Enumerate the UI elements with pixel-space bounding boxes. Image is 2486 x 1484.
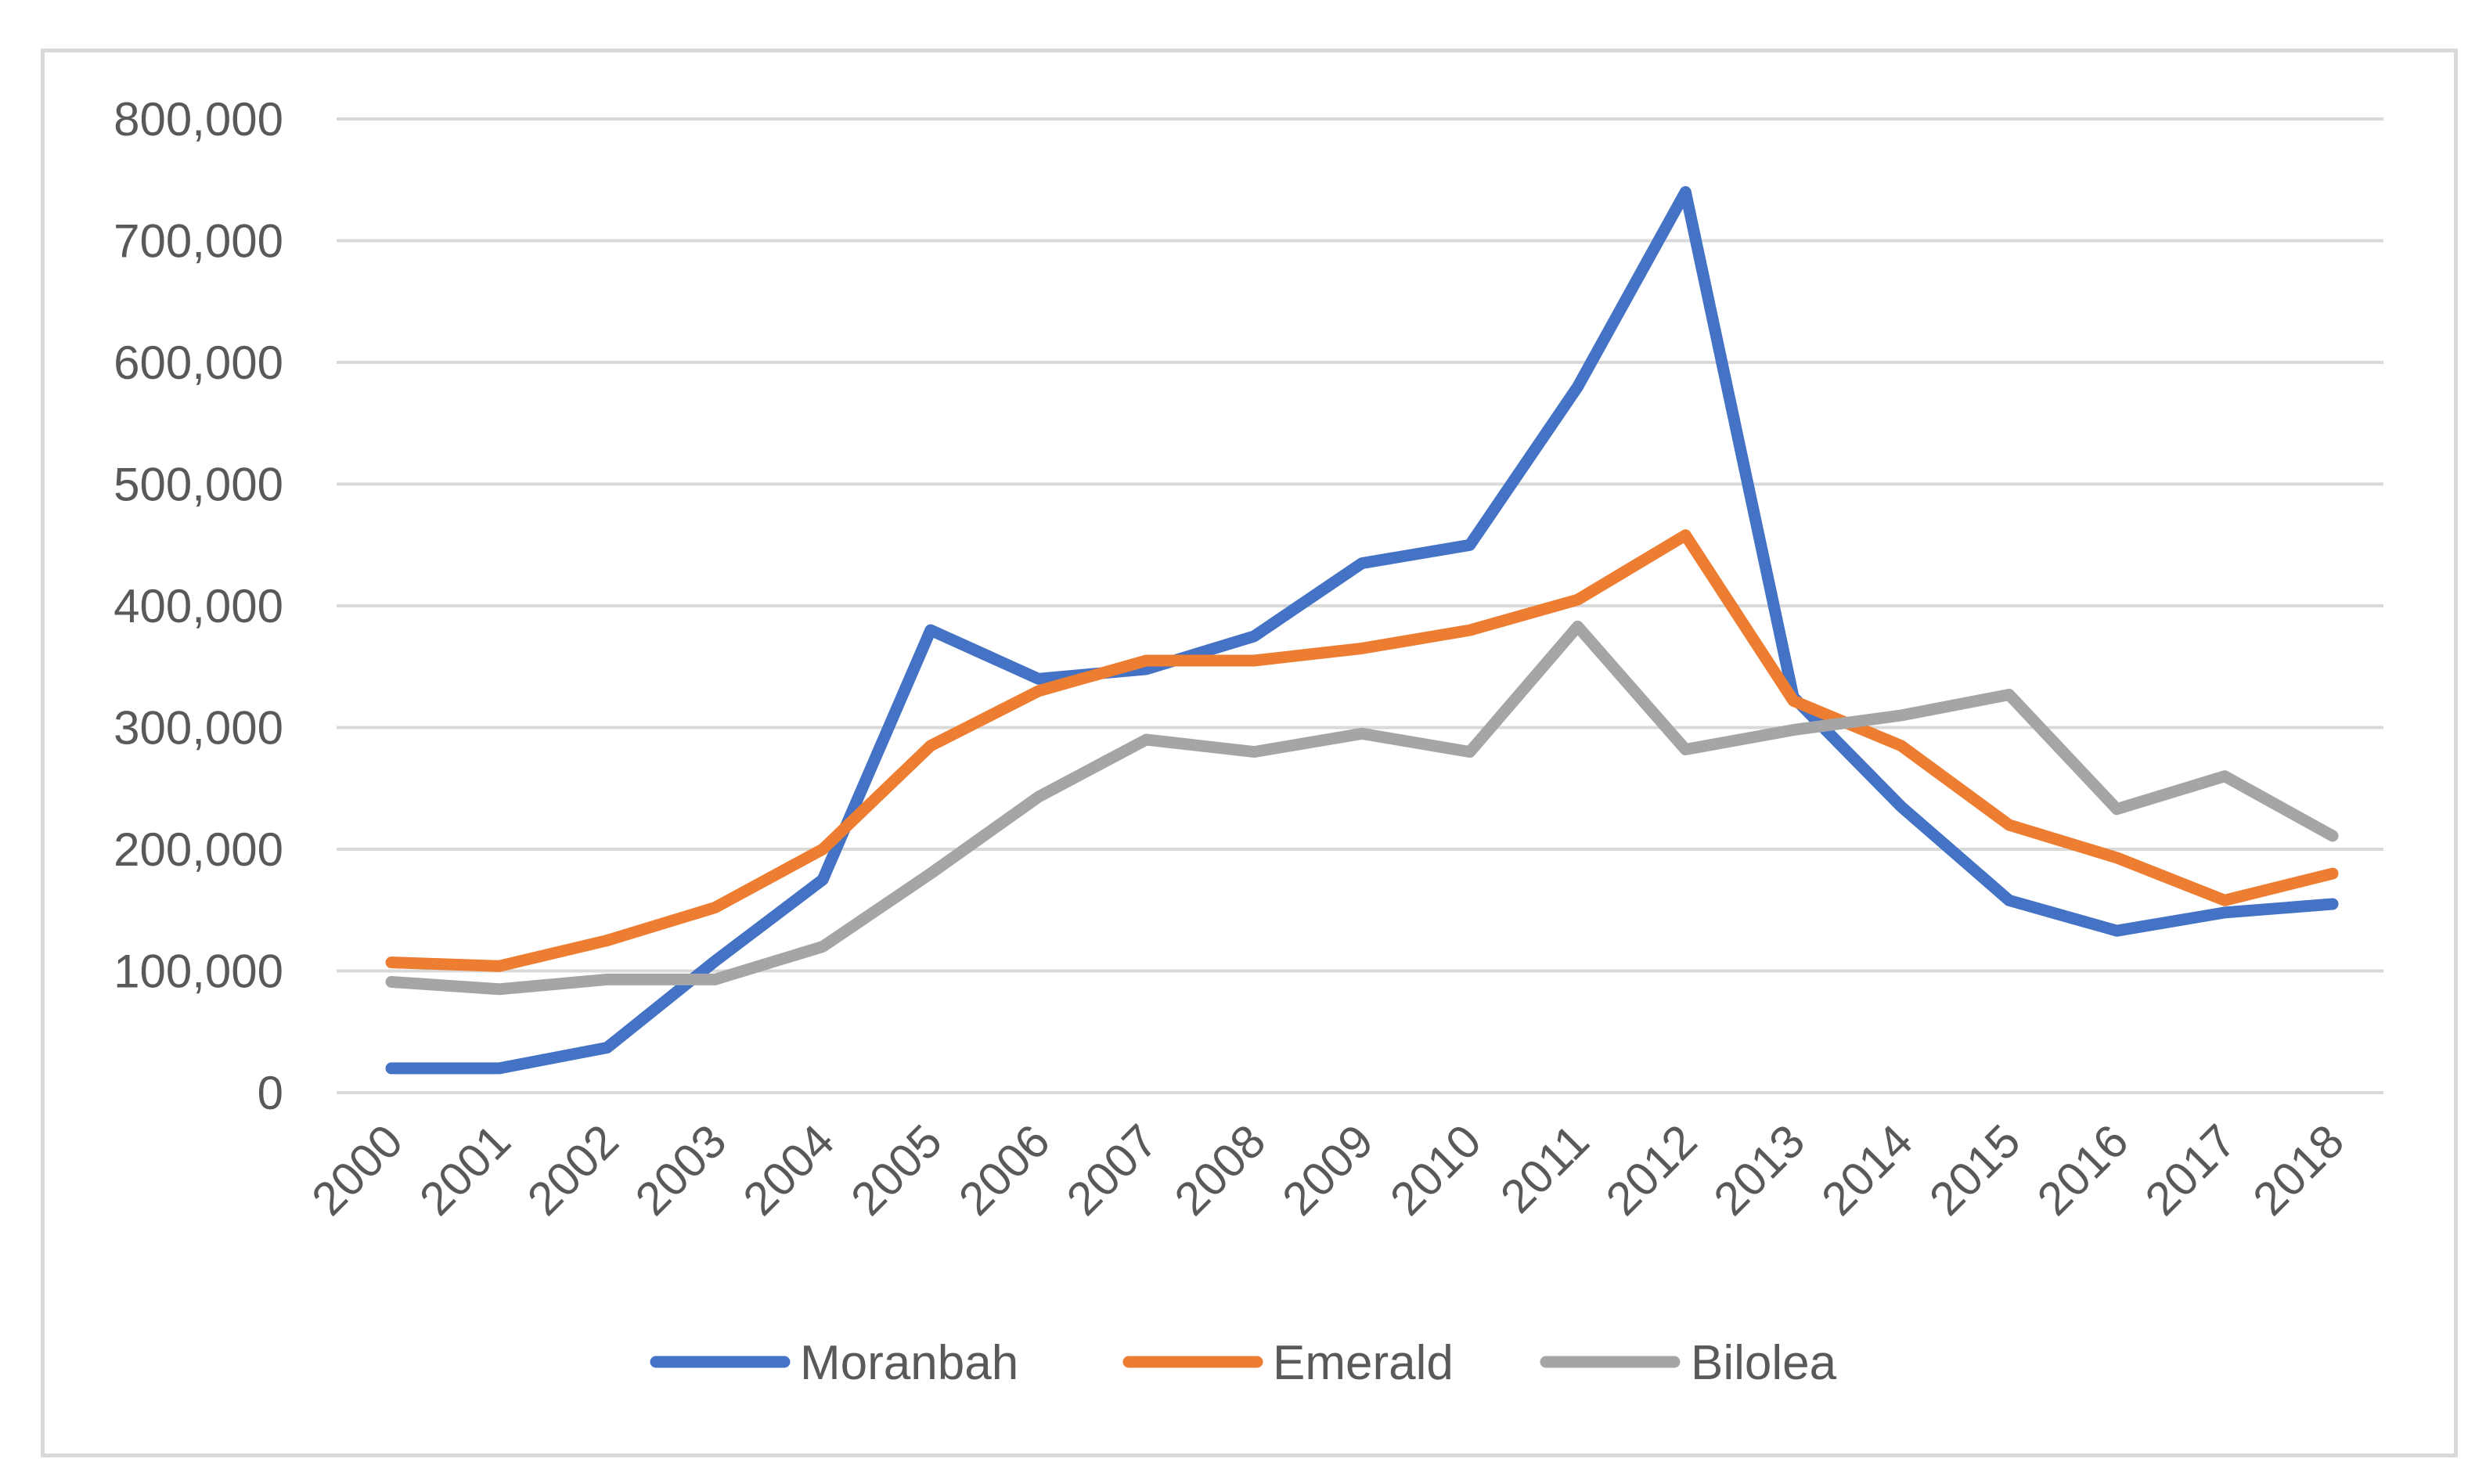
x-tick-label: 2007 <box>1057 1115 1168 1226</box>
x-tick-label: 2009 <box>1272 1115 1383 1226</box>
x-tick-label: 2012 <box>1596 1115 1707 1226</box>
y-tick-label: 0 <box>258 1067 283 1119</box>
y-tick-label: 200,000 <box>113 823 283 876</box>
y-axis-ticks: 0 100,000 200,000 300,000 400,000 500,000 600,… <box>113 93 283 1119</box>
x-tick-label: 2003 <box>625 1115 737 1226</box>
y-tick-label: 400,000 <box>113 580 283 632</box>
x-tick-label: 2018 <box>2243 1115 2354 1226</box>
x-axis-ticks: 2000200120022003200420052006200720082009… <box>301 1115 2354 1226</box>
y-tick-label: 700,000 <box>113 215 283 268</box>
x-tick-label: 2014 <box>1811 1115 1922 1226</box>
series-lines <box>385 186 2339 1075</box>
y-tick-label: 800,000 <box>113 93 283 146</box>
x-tick-label: 2005 <box>841 1115 952 1226</box>
x-tick-label: 2004 <box>733 1115 845 1226</box>
y-tick-label: 300,000 <box>113 702 283 755</box>
x-tick-label: 2006 <box>949 1115 1060 1226</box>
gridlines <box>337 117 2383 1094</box>
series-line-bilolea <box>385 620 2339 996</box>
x-tick-label: 2001 <box>409 1115 521 1226</box>
series-line-emerald <box>385 529 2339 972</box>
x-tick-label: 2015 <box>1919 1115 2030 1226</box>
x-tick-label: 2017 <box>2135 1115 2246 1226</box>
legend-label-bilolea: Bilolea <box>1691 1336 1837 1390</box>
x-tick-label: 2002 <box>517 1115 629 1226</box>
legend-label-emerald: Emerald <box>1273 1336 1454 1390</box>
x-tick-label: 2000 <box>301 1115 413 1226</box>
series-line-moranbah <box>385 186 2339 1075</box>
x-tick-label: 2008 <box>1165 1115 1276 1226</box>
y-tick-label: 500,000 <box>113 459 283 511</box>
y-tick-label: 600,000 <box>113 337 283 389</box>
x-tick-label: 2011 <box>1490 1115 1599 1223</box>
y-tick-label: 100,000 <box>113 946 283 998</box>
legend: Moranbah Emerald Bilolea <box>650 1336 1837 1390</box>
x-tick-label: 2016 <box>2027 1115 2138 1226</box>
x-tick-label: 2010 <box>1380 1115 1491 1226</box>
x-tick-label: 2013 <box>1704 1115 1815 1226</box>
legend-label-moranbah: Moranbah <box>800 1336 1018 1390</box>
